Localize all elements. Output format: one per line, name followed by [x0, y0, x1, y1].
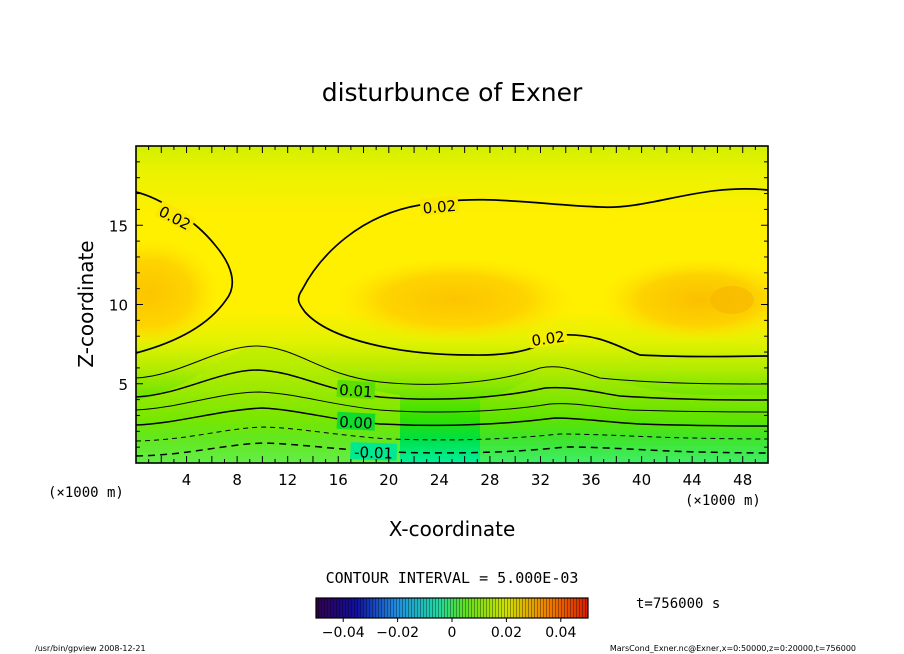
field-max-center: [335, 258, 575, 342]
time-label: t=756000 s: [636, 596, 720, 612]
contour-0.00: [136, 407, 768, 427]
contour-label-text: 0.02: [422, 197, 457, 218]
contour-thin-1: [136, 345, 768, 385]
contour-interval-label: CONTOUR INTERVAL = 5.000E-03: [326, 569, 579, 587]
contour-label-bg: [527, 326, 568, 349]
contour-label-bg: [350, 442, 398, 461]
contour-0.01: [136, 369, 768, 401]
x-unit-right: (×1000 m): [685, 493, 761, 509]
y-axis-title: Z-coordinate: [74, 240, 98, 367]
contour-label-text: 0.01: [339, 381, 374, 401]
field-max-right-core: [710, 286, 754, 314]
contour-lines: [136, 188, 768, 457]
colorbar-tick-label: −0.02: [376, 625, 419, 641]
y-tick-label: 10: [109, 297, 128, 315]
x-tick-label: 20: [379, 471, 398, 489]
x-tick-label: 36: [581, 471, 600, 489]
x-tick-label: 28: [480, 471, 499, 489]
x-tick-label: 12: [278, 471, 297, 489]
colorbar-tick-label: 0: [448, 625, 457, 641]
colorbar-tick-label: 0.04: [545, 625, 576, 641]
contour-label: 0.02: [527, 326, 568, 350]
x-tick-label: 8: [232, 471, 242, 489]
contour-label: 0.02: [419, 195, 459, 218]
colorbar-ticks: −0.04 −0.02 0 0.02 0.04: [322, 618, 576, 641]
footer-left: /usr/bin/gpview 2008-12-21: [35, 644, 146, 653]
y-tick-label: 15: [109, 217, 128, 235]
contour-label-text: -0.01: [354, 443, 393, 462]
contour-label: -0.01: [350, 442, 398, 463]
x-unit-left: (×1000 m): [48, 485, 124, 501]
contour-label: 0.01: [336, 379, 376, 401]
contour-label-bg: [336, 411, 376, 431]
colorbar: −0.04 −0.02 0 0.02 0.04: [315, 597, 589, 641]
colorbar-tick-label: −0.04: [322, 625, 365, 641]
contour-label-text: 0.02: [530, 328, 566, 350]
y-axis: 5 10 15: [109, 145, 768, 464]
contour-thin-2: [136, 391, 768, 413]
x-tick-label: 24: [430, 471, 449, 489]
chart-title: disturbunce of Exner: [322, 78, 583, 107]
y-tick-label: 5: [118, 376, 128, 394]
x-tick-label: 32: [531, 471, 550, 489]
x-tick-label: 4: [182, 471, 192, 489]
field-max-left: [136, 238, 220, 348]
colorbar-tick-label: 0.02: [491, 625, 522, 641]
contour-neg-0.01: [136, 442, 768, 457]
x-tick-label: 16: [329, 471, 348, 489]
colorbar-stripes: [316, 598, 588, 618]
contour-label: 0.00: [336, 411, 376, 433]
contour-0.02-main: [297, 188, 768, 358]
x-axis: 4 8 12 16 20 24 28 32 36 40 44 48: [135, 146, 769, 489]
contour-label-bg: [419, 195, 459, 216]
contour-label-bg: [154, 200, 197, 234]
x-axis-title: X-coordinate: [389, 517, 516, 541]
contour-label-bg: [336, 379, 376, 400]
x-tick-label: 44: [683, 471, 702, 489]
x-tick-label: 48: [733, 471, 752, 489]
x-tick-label: 40: [632, 471, 651, 489]
field-max-right: [600, 258, 768, 342]
contour-labels: 0.02 0.020.020.010.00-0.01: [154, 195, 568, 463]
plot-area: 0.02 0.020.020.010.00-0.01: [136, 146, 768, 463]
contour-label-text: 0.00: [339, 413, 373, 433]
footer-right: MarsCond_Exner.nc@Exner,x=0:50000,z=0:20…: [610, 644, 856, 653]
